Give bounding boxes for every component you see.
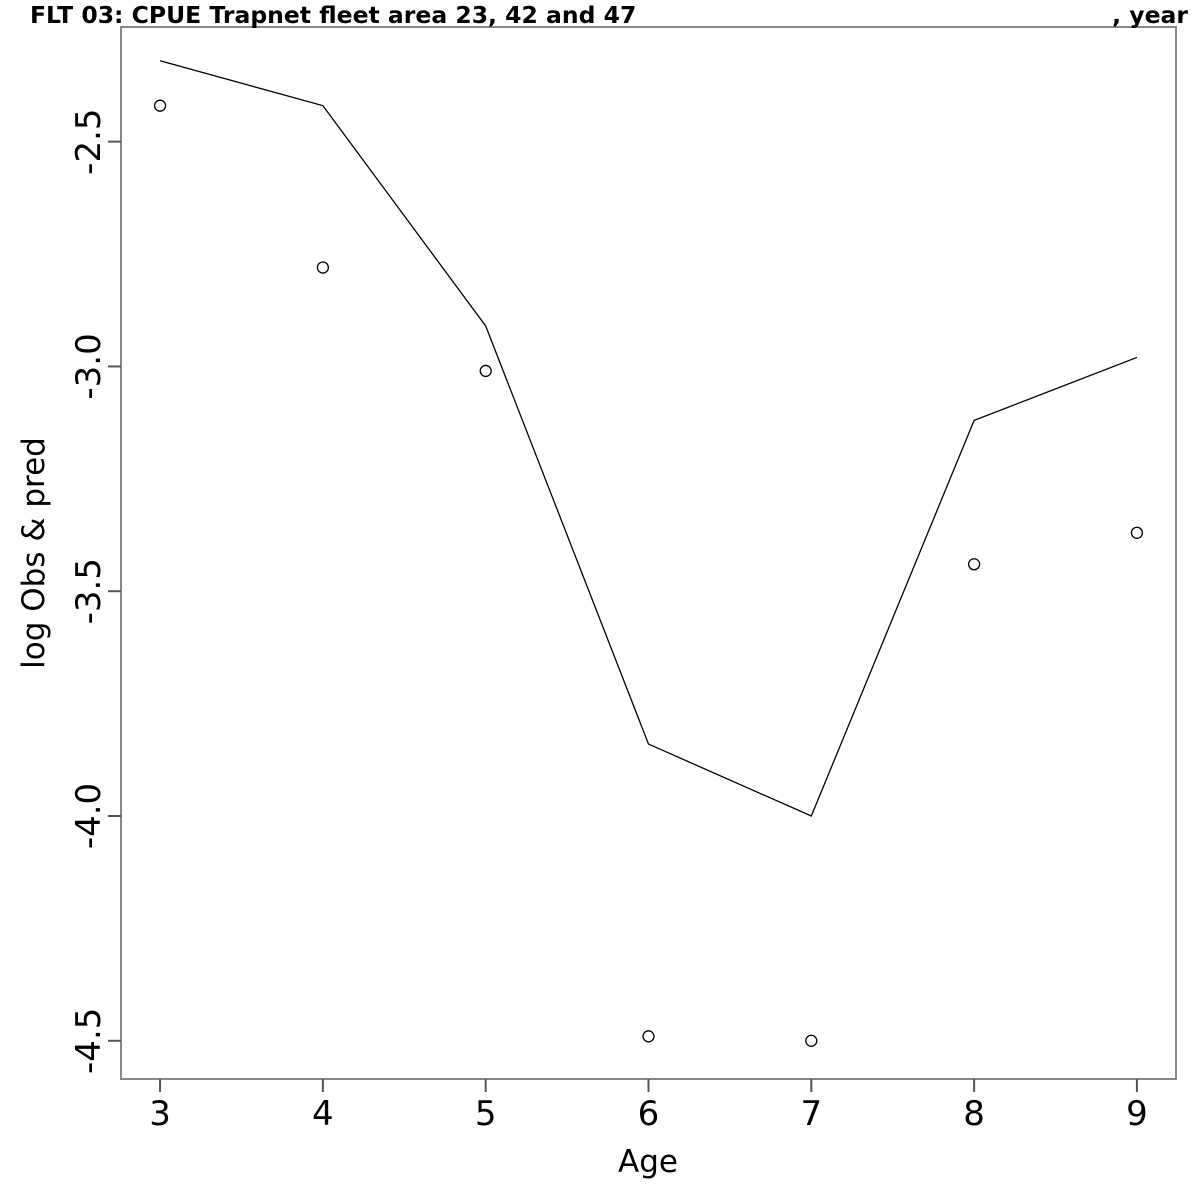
predicted-line <box>159 60 1138 817</box>
observed-point <box>642 1030 655 1043</box>
y-tick-label: -3.0 <box>69 333 109 399</box>
observed-point <box>316 261 330 274</box>
x-tick-label: 4 <box>312 1094 334 1134</box>
observed-point <box>1130 526 1144 539</box>
y-tick-label: -3.5 <box>69 558 109 624</box>
plot-title: FLT 03: CPUE Trapnet fleet area 23, 42 a… <box>30 1 636 29</box>
y-tick-label: -4.5 <box>69 1008 109 1074</box>
y-axis-title: log Obs & pred <box>16 437 52 669</box>
data-series <box>153 60 1144 1047</box>
plot-frame <box>120 26 1177 1080</box>
observed-point <box>805 1034 818 1047</box>
observed-point <box>967 558 981 571</box>
axis-ticks: 3 4 5 6 7 8 9 -2.5 -3.0 -3.5 -4.0 -4.5 <box>69 108 1148 1134</box>
observed-point <box>153 99 167 112</box>
observed-point <box>479 364 492 378</box>
x-tick-label: 7 <box>800 1094 822 1134</box>
x-tick-label: 8 <box>963 1094 985 1134</box>
x-tick-label: 9 <box>1126 1094 1148 1134</box>
x-axis-title: Age <box>618 1144 678 1180</box>
plot-title-right: , year <box>1112 1 1188 29</box>
y-tick-label: -4.0 <box>69 783 109 849</box>
x-tick-label: 5 <box>475 1094 497 1134</box>
x-tick-label: 6 <box>638 1094 660 1134</box>
y-tick-label: -2.5 <box>69 108 109 174</box>
x-tick-label: 3 <box>149 1094 171 1134</box>
